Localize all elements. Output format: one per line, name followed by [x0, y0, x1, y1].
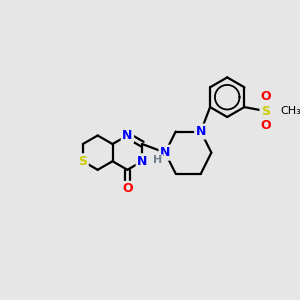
- Text: N: N: [137, 155, 148, 168]
- Text: O: O: [260, 90, 271, 103]
- Text: O: O: [260, 119, 271, 132]
- Text: N: N: [196, 125, 206, 138]
- Text: CH₃: CH₃: [280, 106, 300, 116]
- Text: S: S: [261, 105, 270, 118]
- Text: N: N: [122, 129, 133, 142]
- Text: H: H: [153, 155, 163, 165]
- Text: N: N: [160, 146, 170, 159]
- Text: O: O: [122, 182, 133, 195]
- Text: S: S: [78, 155, 87, 168]
